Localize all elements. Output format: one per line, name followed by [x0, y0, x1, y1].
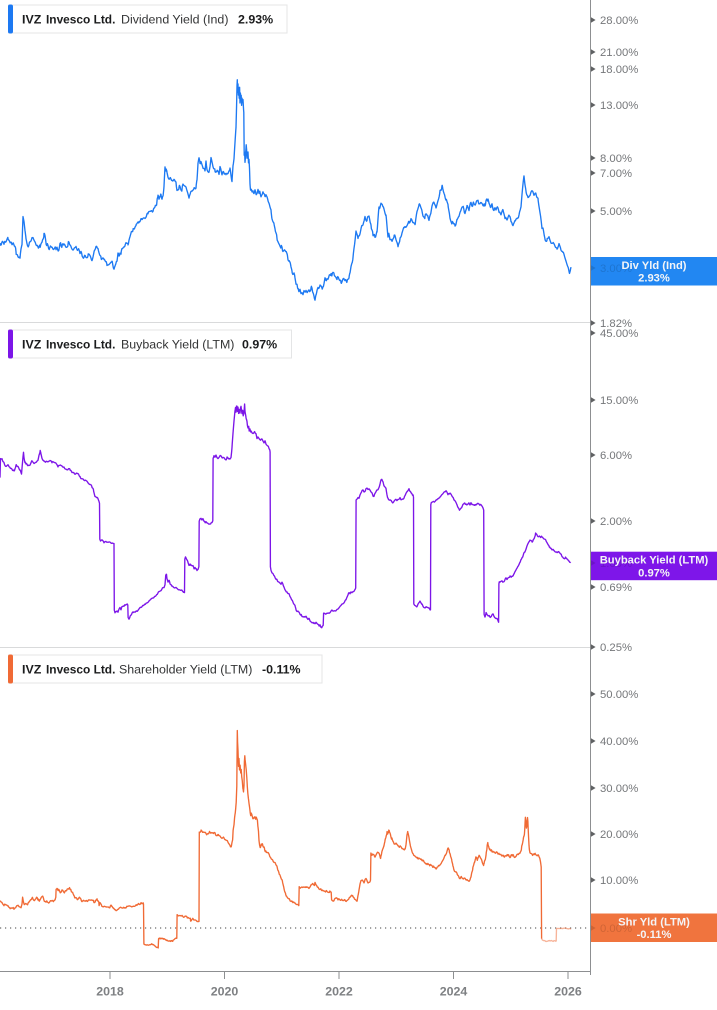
svg-text:-0.11%: -0.11%	[262, 663, 301, 677]
svg-text:30.00%: 30.00%	[600, 783, 638, 795]
svg-text:5.00%: 5.00%	[600, 206, 632, 218]
svg-text:50.00%: 50.00%	[600, 689, 638, 701]
svg-text:-0.11%: -0.11%	[637, 929, 672, 941]
svg-text:20.00%: 20.00%	[600, 829, 638, 841]
svg-text:IVZ: IVZ	[22, 338, 42, 352]
svg-text:Dividend Yield (Ind): Dividend Yield (Ind)	[121, 13, 228, 27]
svg-text:7.00%: 7.00%	[600, 168, 632, 180]
svg-text:IVZ: IVZ	[22, 663, 42, 677]
svg-text:Invesco Ltd.: Invesco Ltd.	[46, 663, 115, 677]
svg-text:Invesco Ltd.: Invesco Ltd.	[46, 13, 115, 27]
svg-text:0.69%: 0.69%	[600, 582, 632, 594]
svg-text:0.25%: 0.25%	[600, 642, 632, 654]
svg-text:Buyback Yield (LTM): Buyback Yield (LTM)	[600, 555, 709, 567]
svg-text:21.00%: 21.00%	[600, 47, 638, 59]
svg-text:2.93%: 2.93%	[238, 13, 273, 27]
svg-text:IVZ: IVZ	[22, 13, 42, 27]
svg-text:Buyback Yield (LTM): Buyback Yield (LTM)	[121, 338, 234, 352]
svg-text:45.00%: 45.00%	[600, 328, 638, 340]
svg-text:2022: 2022	[325, 985, 353, 999]
svg-text:Shr Yld (LTM): Shr Yld (LTM)	[618, 916, 690, 928]
svg-text:6.00%: 6.00%	[600, 450, 632, 462]
svg-text:13.00%: 13.00%	[600, 100, 638, 112]
svg-text:2018: 2018	[96, 985, 124, 999]
svg-text:18.00%: 18.00%	[600, 64, 638, 76]
svg-text:10.00%: 10.00%	[600, 875, 638, 887]
svg-text:40.00%: 40.00%	[600, 736, 638, 748]
svg-text:Invesco Ltd.: Invesco Ltd.	[46, 338, 115, 352]
svg-text:1.82%: 1.82%	[600, 318, 632, 330]
svg-text:2.93%: 2.93%	[638, 273, 670, 285]
svg-text:28.00%: 28.00%	[600, 15, 638, 27]
svg-text:0.97%: 0.97%	[638, 567, 670, 579]
svg-text:1.00%: 1.00%	[600, 558, 632, 570]
svg-text:0.00%: 0.00%	[600, 923, 632, 935]
svg-text:8.00%: 8.00%	[600, 153, 632, 165]
svg-text:0.97%: 0.97%	[242, 338, 277, 352]
svg-text:15.00%: 15.00%	[600, 395, 638, 407]
svg-text:3.00%: 3.00%	[600, 263, 632, 275]
svg-text:2020: 2020	[211, 985, 239, 999]
svg-text:Shareholder Yield (LTM): Shareholder Yield (LTM)	[119, 663, 252, 677]
svg-text:2026: 2026	[554, 985, 582, 999]
svg-text:2024: 2024	[440, 985, 468, 999]
svg-text:Div Yld (Ind): Div Yld (Ind)	[621, 260, 686, 272]
svg-text:2.00%: 2.00%	[600, 516, 632, 528]
